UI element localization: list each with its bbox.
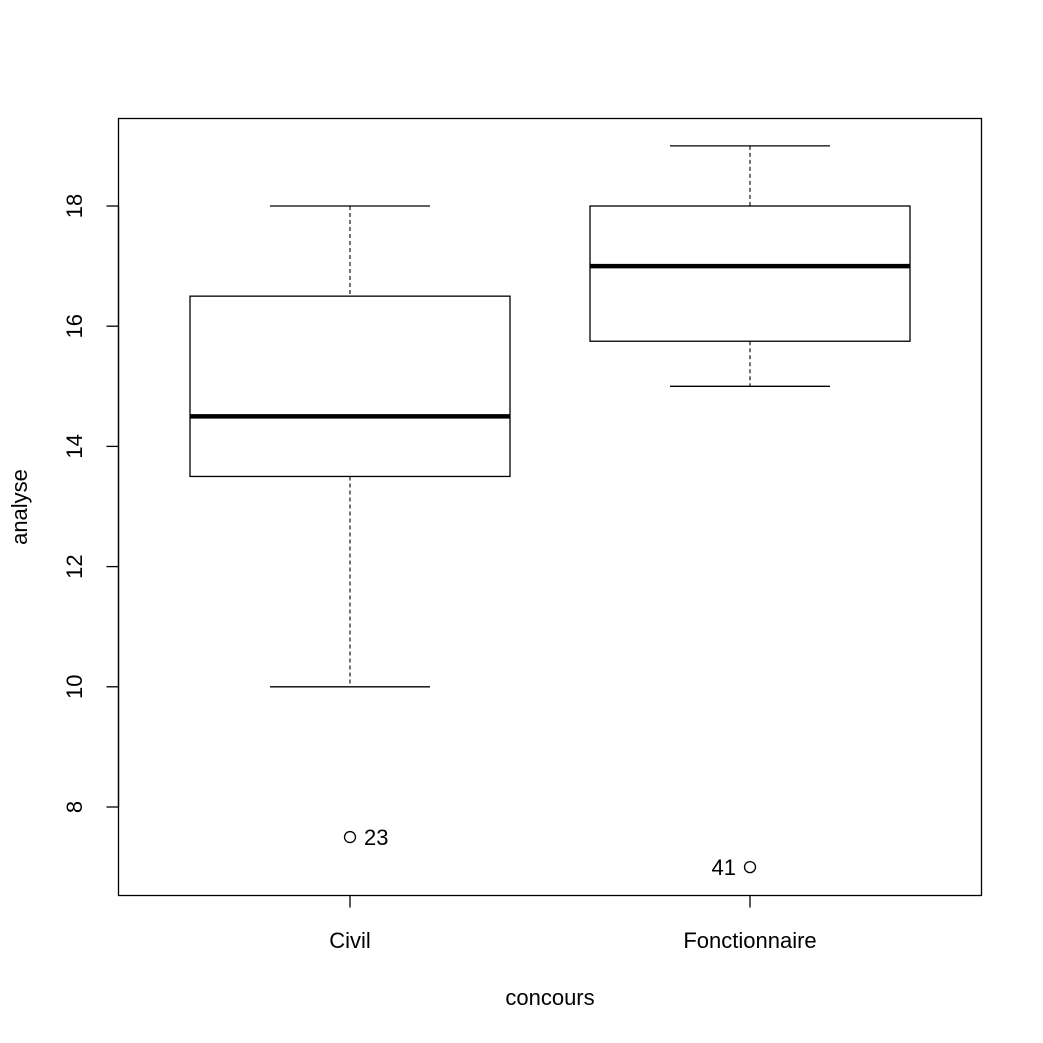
y-tick-label: 18 [62,194,87,218]
box-fonctionnaire: 41 [589,145,911,880]
y-tick-label: 16 [62,314,87,338]
iqr-box [589,205,911,342]
iqr-box [189,295,511,478]
y-tick-label: 10 [62,675,87,699]
box-civil: 23 [189,205,511,850]
x-tick-label: Civil [329,928,371,953]
y-tick-label: 12 [62,554,87,578]
outlier-label: 23 [364,825,388,850]
y-axis: 8 10 12 14 16 18 [62,194,120,813]
boxes: 23 41 [189,145,911,880]
x-tick-label: Fonctionnaire [683,928,816,953]
x-axis: Civil Fonctionnaire [329,895,817,953]
outlier-label: 41 [712,855,736,880]
y-tick-label: 8 [62,801,87,813]
y-tick-label: 14 [62,434,87,458]
outlier-point [343,830,357,844]
x-axis-label: concours [505,985,594,1010]
y-axis-label: analyse [7,469,32,545]
outlier-point [743,860,757,874]
